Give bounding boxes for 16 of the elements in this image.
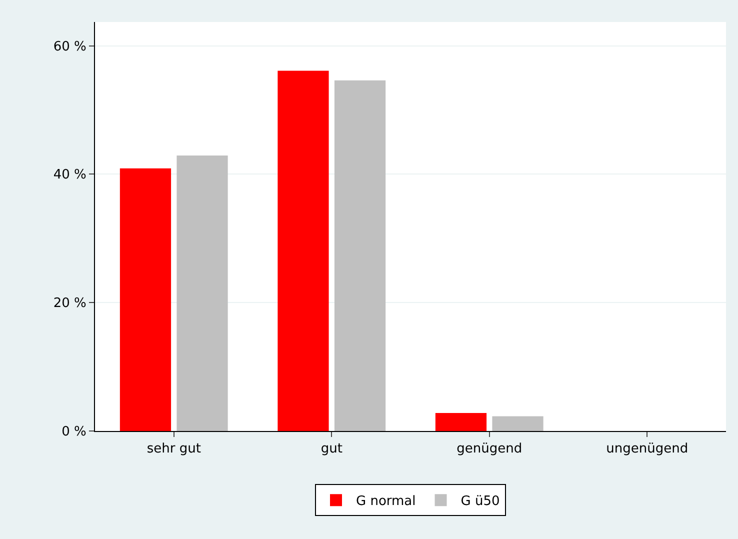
legend-label: G normal xyxy=(356,494,416,510)
bar xyxy=(334,80,386,431)
x-tick-label: sehr gut xyxy=(146,442,201,457)
bar xyxy=(176,156,228,431)
bar xyxy=(435,413,487,431)
legend-label: G ü50 xyxy=(460,494,500,510)
bar xyxy=(492,416,544,431)
x-tick-label: ungenügend xyxy=(606,442,688,457)
bar xyxy=(278,70,329,431)
y-tick-label: 0 % xyxy=(62,424,86,440)
y-tick-label: 20 % xyxy=(53,296,86,312)
x-tick-label: gut xyxy=(320,442,342,457)
bar xyxy=(120,168,172,431)
y-tick-label: 40 % xyxy=(53,168,86,183)
y-tick-label: 60 % xyxy=(53,39,86,54)
x-tick-label: genügend xyxy=(456,442,522,457)
